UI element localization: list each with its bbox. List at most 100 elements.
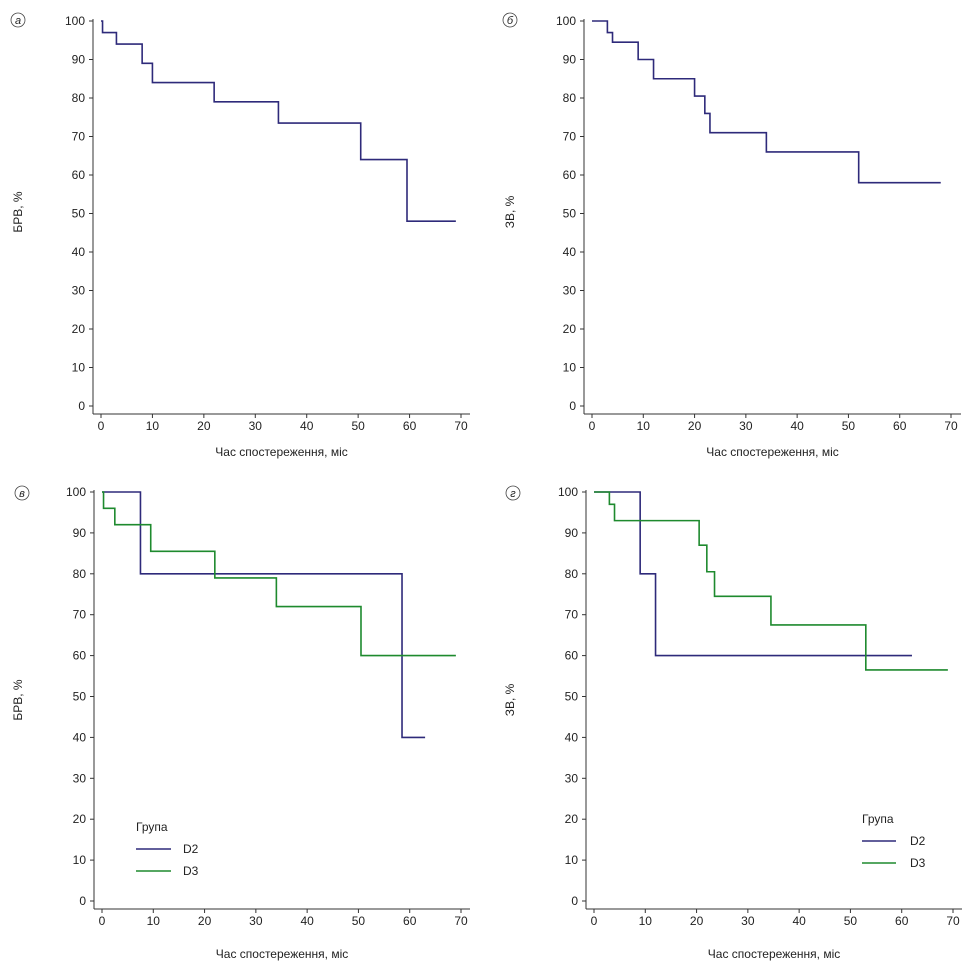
x-axis-label: Час спостереження, міс — [215, 445, 347, 459]
x-tick-label: 70 — [944, 419, 958, 433]
y-tick-label: 80 — [72, 91, 86, 105]
legend-title: Група — [136, 820, 168, 834]
y-tick-label: 100 — [558, 485, 578, 499]
y-tick-label: 80 — [563, 91, 577, 105]
series-line-d3 — [594, 491, 948, 671]
y-axis-label: БРВ, % — [11, 191, 25, 233]
y-tick-label: 10 — [565, 853, 579, 867]
x-tick-label: 20 — [688, 419, 702, 433]
y-tick-label: 80 — [565, 567, 579, 581]
series-line-series-1 — [101, 20, 456, 222]
x-tick-label: 60 — [403, 914, 417, 928]
y-tick-label: 60 — [73, 649, 87, 663]
chart-panel-3: в 0 10 20 30 40 50 60 70 80 90 100 0 10 20 30 40 50 60 70 Ча… — [11, 485, 470, 961]
panel-letter: а — [15, 15, 21, 27]
y-tick-label: 40 — [565, 730, 579, 744]
x-tick-label: 70 — [454, 419, 468, 433]
y-axis-label: БРВ, % — [11, 679, 25, 721]
y-tick-label: 70 — [73, 608, 87, 622]
y-tick-label: 50 — [565, 690, 579, 704]
y-tick-label: 50 — [563, 207, 577, 221]
x-tick-label: 60 — [893, 419, 907, 433]
y-tick-label: 0 — [78, 399, 85, 413]
y-tick-label: 10 — [72, 361, 86, 375]
series-line-series-1 — [592, 20, 941, 184]
x-tick-label: 40 — [790, 419, 804, 433]
y-tick-label: 50 — [72, 207, 86, 221]
y-tick-label: 30 — [73, 771, 87, 785]
panel-letter-circle — [14, 485, 30, 501]
y-tick-label: 90 — [73, 526, 87, 540]
legend-label-d2: D2 — [910, 834, 926, 848]
series-line-d3 — [102, 491, 456, 657]
y-tick-label: 80 — [73, 567, 87, 581]
y-tick-label: 40 — [563, 245, 577, 259]
x-tick-label: 60 — [403, 419, 417, 433]
x-tick-label: 50 — [351, 419, 365, 433]
y-axis-label: ЗВ, % — [503, 683, 517, 716]
y-tick-label: 0 — [79, 894, 86, 908]
x-tick-label: 0 — [98, 419, 105, 433]
y-tick-label: 70 — [563, 130, 577, 144]
y-tick-label: 100 — [556, 14, 576, 28]
y-tick-label: 20 — [563, 322, 577, 336]
y-tick-label: 90 — [72, 53, 86, 67]
y-tick-label: 90 — [565, 526, 579, 540]
x-tick-label: 50 — [844, 914, 858, 928]
x-tick-label: 70 — [946, 914, 960, 928]
chart-panel-1: а 0 10 20 30 40 50 60 70 80 90 100 0 10 20 30 40 50 60 70 Ча… — [10, 12, 470, 459]
x-tick-label: 40 — [792, 914, 806, 928]
x-tick-label: 0 — [589, 419, 596, 433]
x-tick-label: 40 — [300, 914, 314, 928]
series-line-d2 — [594, 491, 912, 657]
panel-letter: г — [510, 488, 516, 500]
series-line-d2 — [102, 491, 426, 739]
y-tick-label: 40 — [73, 730, 87, 744]
y-tick-label: 100 — [66, 485, 86, 499]
legend-label-d3: D3 — [910, 856, 926, 870]
y-tick-label: 0 — [571, 894, 578, 908]
y-tick-label: 90 — [563, 53, 577, 67]
x-tick-label: 20 — [197, 419, 211, 433]
x-tick-label: 50 — [842, 419, 856, 433]
y-tick-label: 10 — [73, 853, 87, 867]
panel-letter: б — [507, 15, 514, 27]
legend-label-d3: D3 — [183, 864, 199, 878]
y-tick-label: 40 — [72, 245, 86, 259]
y-tick-label: 20 — [73, 812, 87, 826]
x-tick-label: 10 — [639, 914, 653, 928]
y-tick-label: 70 — [72, 130, 86, 144]
y-tick-label: 70 — [565, 608, 579, 622]
y-tick-label: 30 — [72, 284, 86, 298]
y-tick-label: 60 — [72, 168, 86, 182]
panel-letter-circle — [10, 12, 26, 28]
x-tick-label: 0 — [591, 914, 598, 928]
x-tick-label: 10 — [146, 419, 160, 433]
x-tick-label: 30 — [249, 419, 263, 433]
x-axis-label: Час спостереження, міс — [216, 947, 348, 961]
y-tick-label: 30 — [563, 284, 577, 298]
legend-label-d2: D2 — [183, 842, 199, 856]
x-tick-label: 40 — [300, 419, 314, 433]
y-tick-label: 100 — [65, 14, 85, 28]
legend-title: Група — [862, 812, 894, 826]
x-axis-label: Час спостереження, міс — [708, 947, 840, 961]
x-tick-label: 0 — [99, 914, 106, 928]
panel-letter-circle — [505, 485, 521, 501]
x-tick-label: 30 — [741, 914, 755, 928]
y-tick-label: 0 — [569, 399, 576, 413]
y-tick-label: 10 — [563, 361, 577, 375]
x-tick-label: 10 — [147, 914, 161, 928]
y-tick-label: 60 — [563, 168, 577, 182]
y-axis-label: ЗВ, % — [503, 195, 517, 228]
x-tick-label: 30 — [249, 914, 263, 928]
x-tick-label: 10 — [637, 419, 651, 433]
y-tick-label: 30 — [565, 771, 579, 785]
y-tick-label: 50 — [73, 690, 87, 704]
chart-panel-2: б 0 10 20 30 40 50 60 70 80 90 100 0 10 20 30 40 50 60 70 Ча… — [502, 12, 961, 459]
x-tick-label: 70 — [454, 914, 468, 928]
x-axis-label: Час спостереження, міс — [706, 445, 838, 459]
x-tick-label: 50 — [352, 914, 366, 928]
x-tick-label: 30 — [739, 419, 753, 433]
